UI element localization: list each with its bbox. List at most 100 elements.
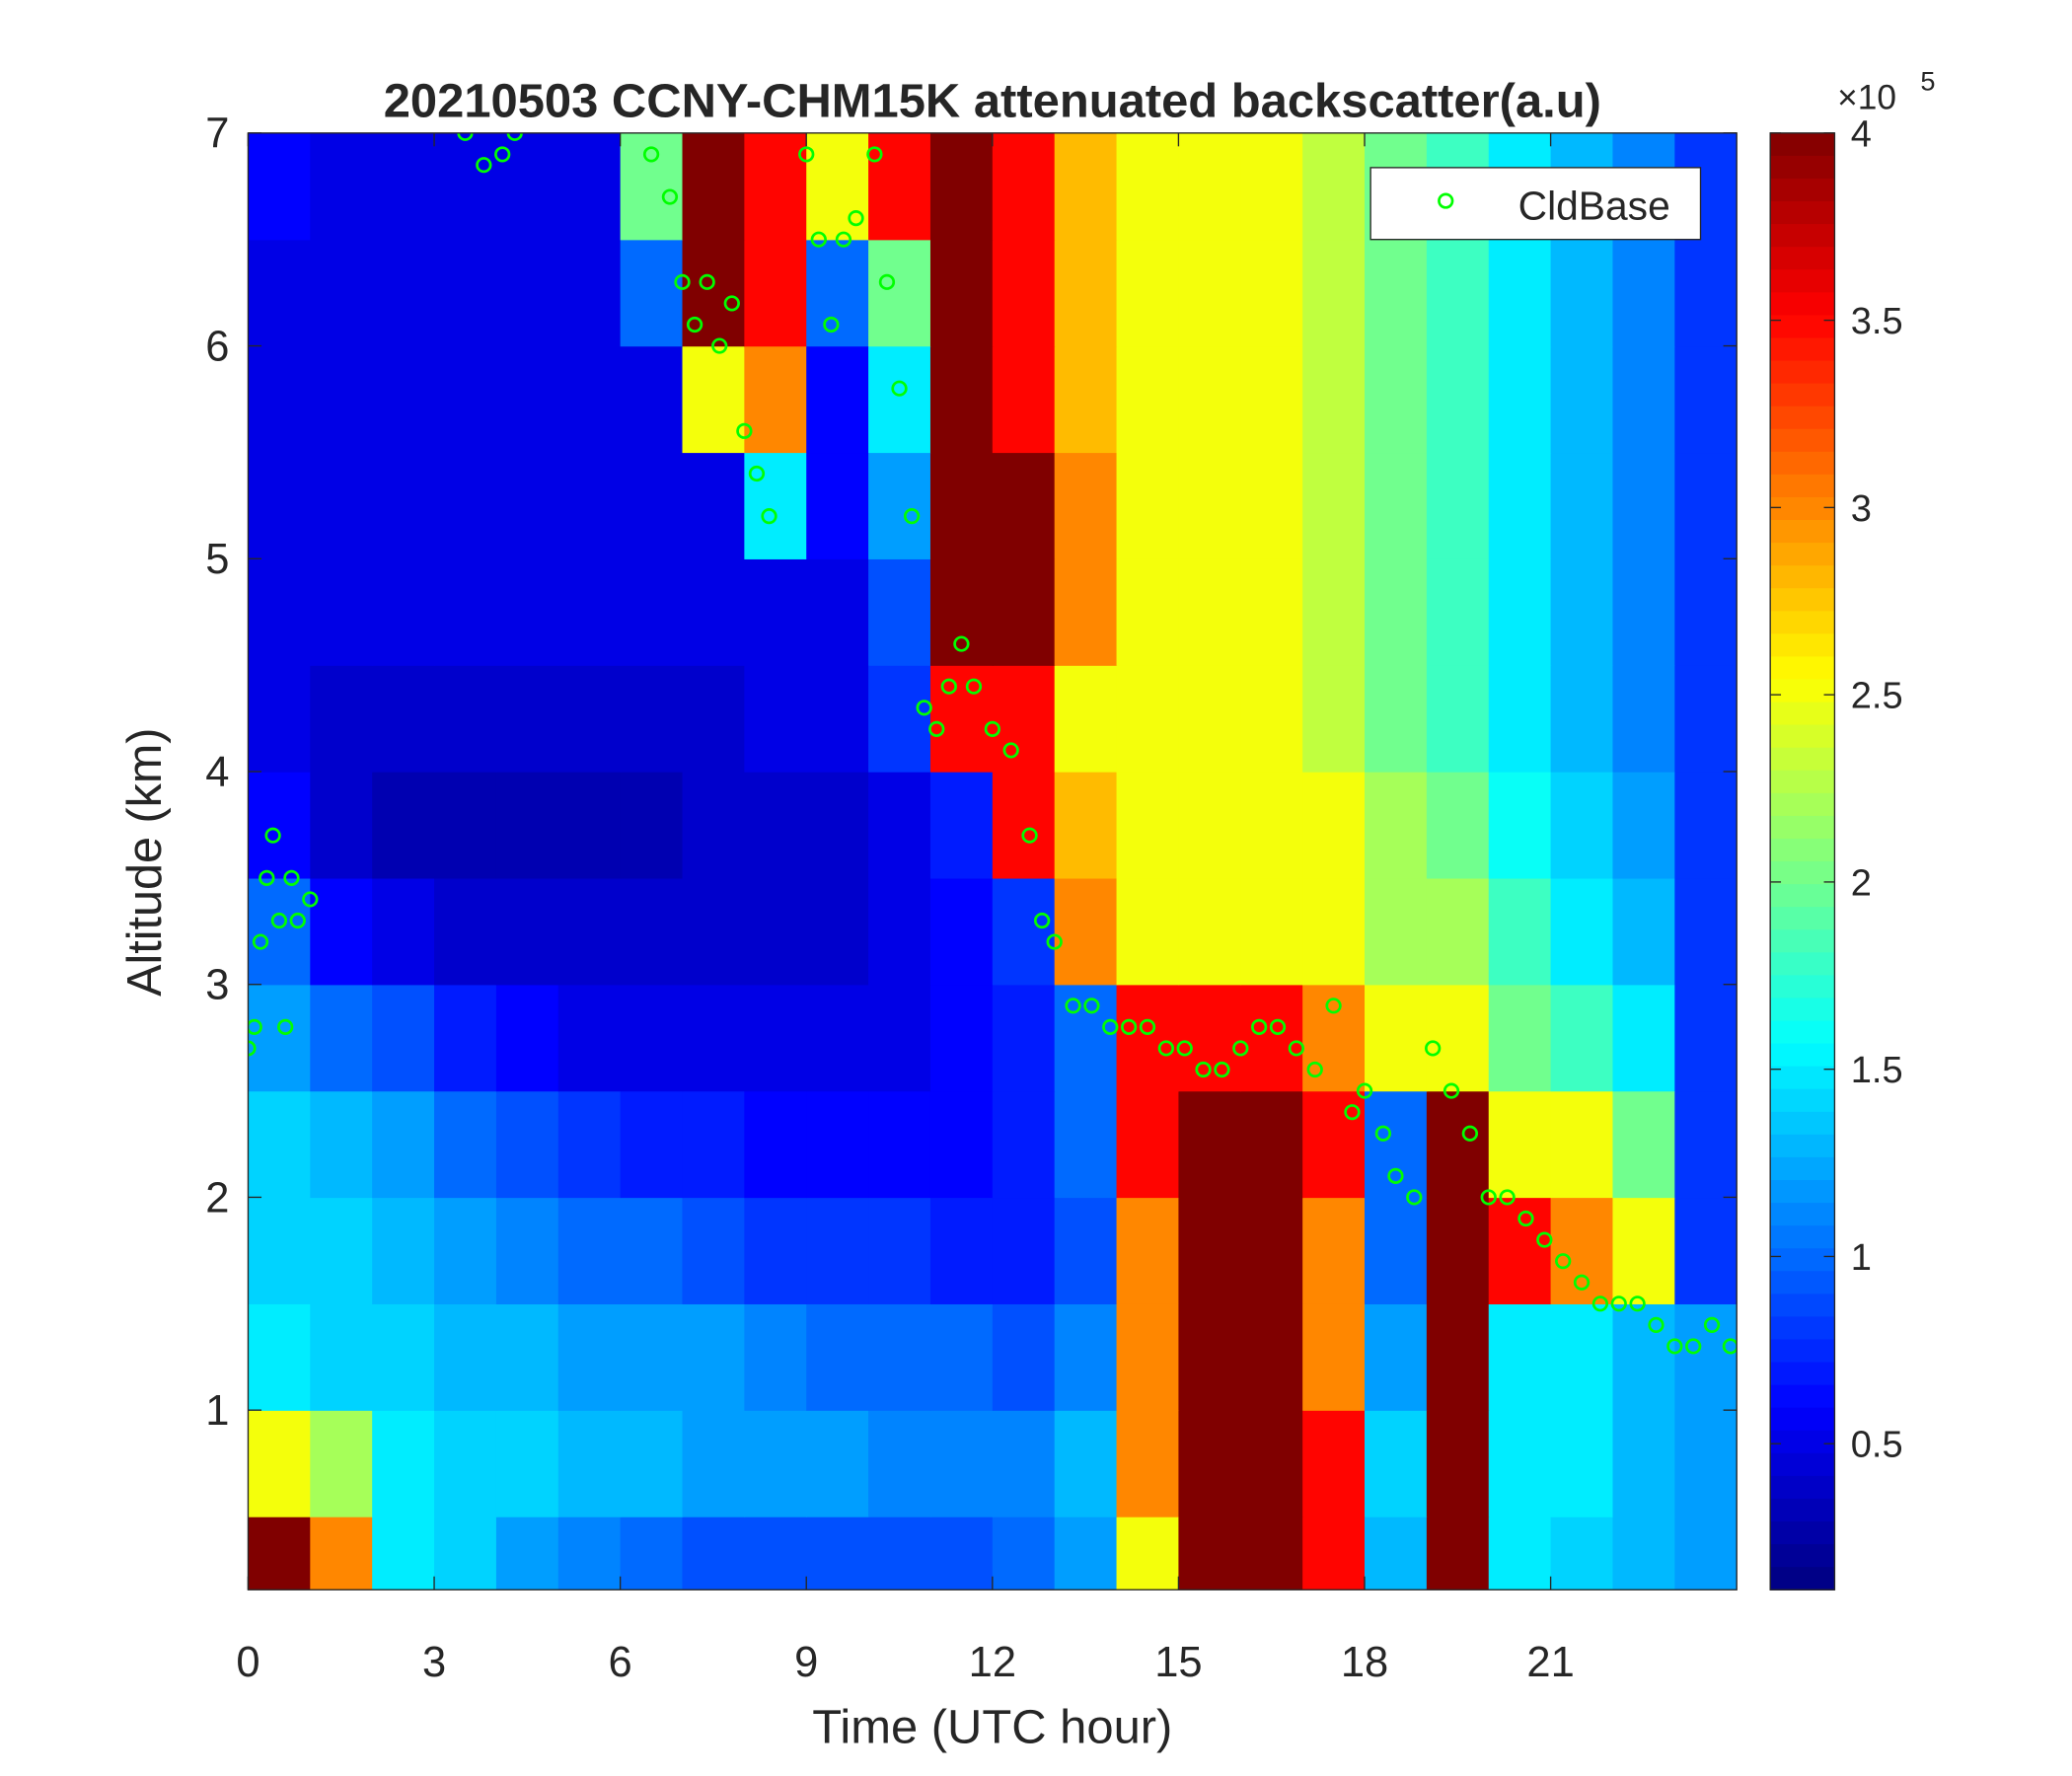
heatmap-cell <box>682 1517 746 1591</box>
colorbar-band <box>1770 1043 1835 1068</box>
heatmap-cell <box>1178 877 1241 986</box>
cloud-base-point <box>916 700 932 716</box>
colorbar-band <box>1770 1384 1835 1409</box>
cloud-base-point <box>289 912 306 929</box>
heatmap-cell <box>1302 132 1366 241</box>
heatmap-cell <box>1365 345 1428 454</box>
heatmap-cell <box>557 984 622 1092</box>
heatmap-cell <box>557 239 622 347</box>
heatmap-cell <box>1426 1197 1490 1304</box>
colorbar-band <box>1770 406 1835 430</box>
colorbar-band <box>1770 633 1835 658</box>
heatmap-cell <box>372 665 435 773</box>
colorbar-band <box>1770 770 1835 794</box>
heatmap-cell <box>1612 984 1676 1092</box>
cloud-base-point <box>953 635 970 652</box>
cloud-base-point <box>798 146 815 163</box>
heatmap-cell <box>248 877 311 986</box>
heatmap-cell <box>868 1090 931 1199</box>
heatmap-cell <box>1488 665 1552 773</box>
heatmap-cell <box>1550 771 1614 879</box>
heatmap-cell <box>495 1090 559 1199</box>
heatmap-cell <box>372 771 435 879</box>
cloud-base-point <box>302 891 319 908</box>
heatmap-cell <box>1054 665 1118 773</box>
plot-frame <box>247 132 1738 1591</box>
heatmap-cell <box>806 558 869 666</box>
cloud-base-point <box>506 132 523 141</box>
colorbar-band <box>1770 1544 1835 1568</box>
heatmap-cell <box>248 345 311 454</box>
heatmap-cell <box>248 1197 311 1304</box>
heatmap-cell <box>868 1410 931 1517</box>
heatmap-cell <box>248 1410 311 1517</box>
heatmap-cell <box>929 132 994 241</box>
heatmap-cell <box>1240 665 1303 773</box>
heatmap-cell <box>744 345 807 454</box>
heatmap-cell <box>682 558 746 666</box>
colorbar-band <box>1770 747 1835 772</box>
colorbar-band <box>1770 269 1835 293</box>
cloud-base-point <box>1555 1253 1572 1270</box>
colorbar-band <box>1770 1225 1835 1249</box>
heatmap-cell <box>1550 1303 1614 1411</box>
heatmap-cell <box>868 558 931 666</box>
heatmap-cell <box>1550 984 1614 1092</box>
heatmap-cell <box>1302 1517 1366 1591</box>
heatmap-cell <box>620 877 684 986</box>
cloud-base-point <box>1685 1338 1702 1355</box>
colorbar-band <box>1770 315 1835 339</box>
heatmap-cell <box>1178 345 1241 454</box>
heatmap-cell <box>372 1410 435 1517</box>
heatmap-cell <box>929 1517 994 1591</box>
heatmap-cell <box>992 558 1056 666</box>
heatmap-cell <box>992 1303 1056 1411</box>
heatmap-cell <box>1550 1517 1614 1591</box>
heatmap-cell <box>929 1303 994 1411</box>
heatmap-cell <box>1054 239 1118 347</box>
colorbar-band <box>1770 1339 1835 1364</box>
heatmap-cell <box>1488 1410 1552 1517</box>
colorbar-tick-label: 3.5 <box>1851 301 1903 342</box>
cloud-base-point <box>1157 1040 1174 1057</box>
heatmap-cell <box>1550 1090 1614 1199</box>
heatmap-cell <box>1365 877 1428 986</box>
heatmap-cell <box>744 1303 807 1411</box>
heatmap-cell <box>1178 984 1241 1092</box>
heatmap-cell <box>929 1410 994 1517</box>
heatmap-cell <box>1674 239 1738 347</box>
colorbar-band <box>1770 201 1835 225</box>
heatmap-cell <box>248 1517 311 1591</box>
heatmap-cell <box>682 984 746 1092</box>
heatmap-cell <box>1240 558 1303 666</box>
heatmap-cell <box>1488 452 1552 559</box>
heatmap-cell <box>1240 1410 1303 1517</box>
heatmap-cell <box>1674 1410 1738 1517</box>
heatmap-cell <box>1178 558 1241 666</box>
heatmap-cell <box>1365 1090 1428 1199</box>
cloud-base-point <box>1443 1082 1460 1099</box>
heatmap-cell <box>620 771 684 879</box>
cloud-base-point <box>1610 1295 1627 1312</box>
heatmap-cell <box>1240 452 1303 559</box>
colorbar-band <box>1770 1248 1835 1272</box>
colorbar-tick-label: 3 <box>1851 488 1872 530</box>
y-tick-label: 3 <box>205 962 229 1009</box>
y-axis-label: Altitude (km) <box>118 728 172 997</box>
heatmap-cell <box>1550 665 1614 773</box>
heatmap-cell <box>1550 239 1614 347</box>
cloud-base-point <box>835 231 852 248</box>
heatmap-cell <box>929 1090 994 1199</box>
heatmap-cell <box>1302 984 1366 1092</box>
colorbar-band <box>1770 132 1835 157</box>
cloud-base-point <box>283 869 300 886</box>
heatmap-cell <box>372 132 435 241</box>
heatmap-cell <box>1365 239 1428 347</box>
heatmap-cell <box>372 984 435 1092</box>
heatmap-cell <box>1612 771 1676 879</box>
heatmap-cell <box>992 665 1056 773</box>
heatmap-cell <box>806 452 869 559</box>
heatmap-cell <box>806 1410 869 1517</box>
heatmap-cell <box>1116 665 1180 773</box>
heatmap-cell <box>929 558 994 666</box>
